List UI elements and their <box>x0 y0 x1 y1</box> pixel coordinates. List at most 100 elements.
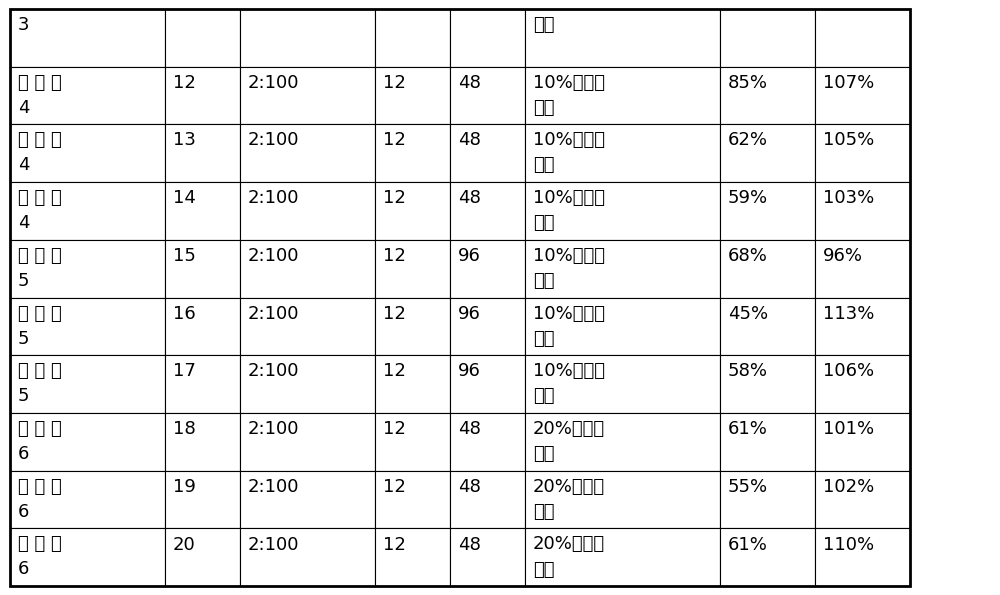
Bar <box>720 182 815 240</box>
Text: 20%硫代硫
酸钠: 20%硫代硫 酸钠 <box>533 536 605 578</box>
Bar <box>240 413 375 471</box>
Text: 103%: 103% <box>823 189 874 207</box>
Bar <box>375 355 450 413</box>
Text: 2:100: 2:100 <box>248 189 300 207</box>
Bar <box>165 9 240 67</box>
Text: 48: 48 <box>458 536 481 553</box>
Bar <box>525 9 720 67</box>
Text: 12: 12 <box>383 305 406 322</box>
Bar <box>525 413 720 471</box>
Bar <box>375 471 450 528</box>
Text: 20%硫代硫
酸钠: 20%硫代硫 酸钠 <box>533 478 605 521</box>
Bar <box>165 67 240 124</box>
Bar <box>240 528 375 586</box>
Bar <box>165 471 240 528</box>
Bar <box>815 528 910 586</box>
Bar <box>10 124 165 182</box>
Text: 12: 12 <box>383 362 406 380</box>
Bar <box>10 355 165 413</box>
Bar <box>720 124 815 182</box>
Text: 实 施 例
4: 实 施 例 4 <box>18 189 62 232</box>
Text: 113%: 113% <box>823 305 874 322</box>
Text: 48: 48 <box>458 131 481 149</box>
Text: 61%: 61% <box>728 536 768 553</box>
Text: 18: 18 <box>173 420 196 438</box>
Bar <box>525 355 720 413</box>
Bar <box>10 182 165 240</box>
Bar <box>720 471 815 528</box>
Text: 17: 17 <box>173 362 196 380</box>
Text: 2:100: 2:100 <box>248 362 300 380</box>
Text: 10%硫代硫
酸钠: 10%硫代硫 酸钠 <box>533 362 605 405</box>
Bar <box>165 182 240 240</box>
Bar <box>165 240 240 298</box>
Text: 12: 12 <box>173 74 196 92</box>
Bar <box>815 471 910 528</box>
Bar <box>450 528 525 586</box>
Text: 105%: 105% <box>823 131 874 149</box>
Text: 10%硫代硫
酸钠: 10%硫代硫 酸钠 <box>533 247 605 290</box>
Text: 酸钠: 酸钠 <box>533 16 554 34</box>
Text: 3: 3 <box>18 16 30 34</box>
Bar <box>450 471 525 528</box>
Text: 10%硫代硫
酸钠: 10%硫代硫 酸钠 <box>533 305 605 347</box>
Bar <box>525 528 720 586</box>
Text: 12: 12 <box>383 247 406 265</box>
Bar <box>815 413 910 471</box>
Text: 96: 96 <box>458 247 481 265</box>
Bar <box>10 528 165 586</box>
Bar <box>720 67 815 124</box>
Text: 96: 96 <box>458 362 481 380</box>
Text: 2:100: 2:100 <box>248 478 300 496</box>
Bar <box>525 67 720 124</box>
Text: 59%: 59% <box>728 189 768 207</box>
Text: 110%: 110% <box>823 536 874 553</box>
Bar <box>720 413 815 471</box>
Bar <box>720 240 815 298</box>
Text: 实 施 例
5: 实 施 例 5 <box>18 247 62 290</box>
Bar <box>525 124 720 182</box>
Bar <box>720 355 815 413</box>
Bar <box>375 182 450 240</box>
Bar <box>375 67 450 124</box>
Bar <box>10 413 165 471</box>
Text: 96: 96 <box>458 305 481 322</box>
Text: 58%: 58% <box>728 362 768 380</box>
Bar <box>240 124 375 182</box>
Text: 107%: 107% <box>823 74 874 92</box>
Bar <box>450 124 525 182</box>
Bar <box>525 471 720 528</box>
Text: 实 施 例
4: 实 施 例 4 <box>18 131 62 174</box>
Text: 2:100: 2:100 <box>248 247 300 265</box>
Bar <box>165 355 240 413</box>
Text: 12: 12 <box>383 420 406 438</box>
Text: 20%硫代硫
酸钠: 20%硫代硫 酸钠 <box>533 420 605 463</box>
Bar <box>815 182 910 240</box>
Bar <box>240 355 375 413</box>
Text: 2:100: 2:100 <box>248 305 300 322</box>
Text: 12: 12 <box>383 74 406 92</box>
Bar <box>525 240 720 298</box>
Text: 48: 48 <box>458 478 481 496</box>
Bar <box>375 298 450 355</box>
Text: 16: 16 <box>173 305 196 322</box>
Text: 19: 19 <box>173 478 196 496</box>
Text: 55%: 55% <box>728 478 768 496</box>
Bar <box>450 9 525 67</box>
Bar <box>240 240 375 298</box>
Bar <box>375 124 450 182</box>
Bar <box>720 528 815 586</box>
Bar <box>375 9 450 67</box>
Bar <box>450 413 525 471</box>
Text: 13: 13 <box>173 131 196 149</box>
Bar <box>815 124 910 182</box>
Text: 10%硫代硫
酸钠: 10%硫代硫 酸钠 <box>533 74 605 117</box>
Text: 实 施 例
5: 实 施 例 5 <box>18 362 62 405</box>
Bar <box>165 413 240 471</box>
Bar <box>450 182 525 240</box>
Bar <box>10 298 165 355</box>
Text: 14: 14 <box>173 189 196 207</box>
Bar <box>240 9 375 67</box>
Text: 12: 12 <box>383 131 406 149</box>
Text: 2:100: 2:100 <box>248 74 300 92</box>
